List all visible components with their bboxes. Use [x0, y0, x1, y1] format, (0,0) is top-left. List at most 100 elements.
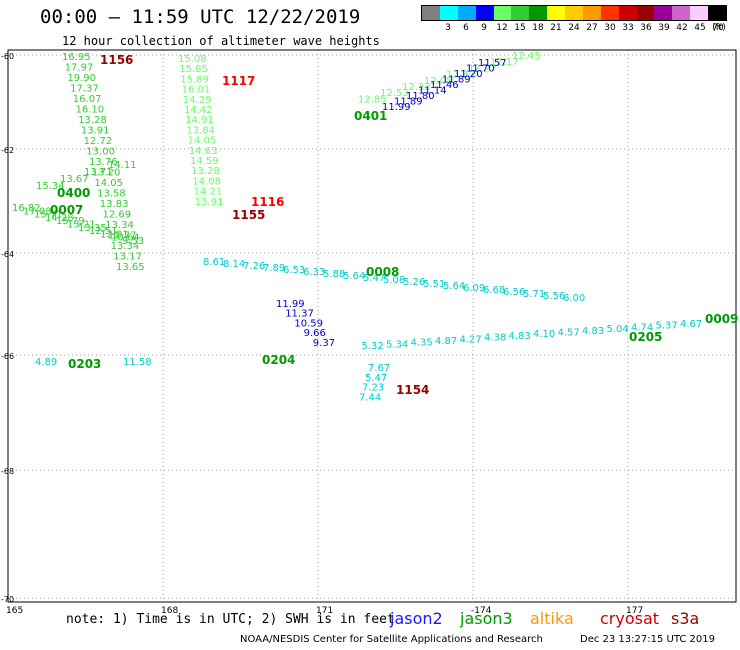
wave-height-value: 11.14: [418, 86, 447, 97]
wave-height-value: 16.07: [73, 94, 102, 105]
legend-swatch: [422, 6, 440, 20]
legend-tick: 24: [568, 23, 580, 33]
wave-height-value: 13.58: [97, 189, 126, 200]
legend-unit: (ft): [712, 23, 726, 33]
wave-height-value: 12.17: [490, 57, 519, 68]
wave-height-value: 6.56: [503, 287, 525, 298]
wave-height-value: 5.32: [362, 341, 384, 352]
note-text: note: 1) Time is in UTC; 2) SWH is in fe…: [66, 612, 395, 627]
wave-height-value: 8.61: [203, 257, 225, 268]
legend-swatch: [457, 6, 476, 20]
wave-height-value: 7.67: [368, 363, 390, 374]
wave-height-value: 9.37: [313, 338, 335, 349]
legend-tick: 42: [676, 23, 688, 33]
wave-height-value: 11.20: [454, 69, 483, 80]
lat-label: -64: [1, 250, 14, 259]
wave-height-value: 12.77: [108, 231, 137, 242]
wave-height-value: 6.09: [463, 283, 485, 294]
lon-label: 168: [161, 606, 178, 616]
wave-height-value: 4.67: [680, 319, 702, 330]
time-label: 0008: [366, 265, 399, 279]
legend-swatch: [529, 6, 548, 20]
wave-height-value: 6.53: [283, 265, 305, 276]
wave-height-value: 4.57: [558, 328, 580, 339]
wave-height-value: 13.71: [84, 167, 113, 178]
legend-swatch: [511, 6, 530, 20]
lon-label: 177: [626, 606, 643, 616]
wave-height-value: 17.08: [23, 206, 52, 217]
wave-height-value: 4.10: [533, 329, 555, 340]
wave-height-value: 13.67: [60, 174, 89, 185]
wave-height-value: 5.08: [383, 275, 405, 286]
legend-tick: 12: [496, 23, 508, 33]
legend-tick: 45: [694, 23, 706, 33]
wave-height-value: 10.64: [111, 233, 140, 244]
legend-swatch: [708, 6, 726, 20]
legend-jason2: jason2: [390, 609, 443, 628]
legend-tick: 70: [712, 23, 724, 33]
wave-height-value: 14.59: [190, 156, 219, 167]
wave-height-value: 13.28: [191, 166, 220, 177]
wave-height-value: 12.32: [446, 70, 475, 81]
wave-height-value: 11.89: [394, 97, 423, 108]
wave-height-value: 17.37: [70, 84, 99, 95]
wave-height-value: 16.82: [12, 203, 41, 214]
time-label: 0203: [68, 357, 101, 371]
wave-height-value: 14.91: [185, 115, 214, 126]
wave-height-value: 11.99: [276, 299, 305, 310]
wave-height-value: 12.45: [512, 51, 541, 62]
footer-credit: NOAA/NESDIS Center for Satellite Applica…: [240, 634, 543, 645]
wave-height-value: 15.89: [180, 74, 209, 85]
time-label: 1154: [396, 383, 429, 397]
wave-height-value: 6.68: [483, 285, 505, 296]
wave-height-value: 5.34: [386, 339, 408, 350]
wave-height-value: 4.87: [435, 336, 457, 347]
legend-ticks: 3 6 9 12 15 18 21 24 27 30 33 36 39 42 45 70 (ft): [421, 21, 727, 33]
legend-swatch: [672, 6, 691, 20]
wave-height-value: 19.90: [67, 73, 96, 84]
wave-height-value: 12.51: [89, 226, 118, 237]
wave-height-value: 6.00: [563, 293, 585, 304]
time-label: 1117: [222, 74, 255, 88]
wave-height-value: 5.64: [343, 271, 365, 282]
legend-swatch: [654, 6, 673, 20]
wave-height-value: 9.53: [122, 236, 144, 247]
wave-height-value: 12.32: [402, 82, 431, 93]
wave-height-value: 5.37: [656, 321, 678, 332]
wave-height-value: 11.46: [430, 80, 459, 91]
wave-height-value: 14.11: [108, 160, 137, 171]
time-label: 0009: [705, 312, 738, 326]
wave-height-value: 17.97: [65, 63, 94, 74]
wave-height-value: 4.74: [631, 322, 653, 333]
wave-height-value: 11.80: [406, 91, 435, 102]
wave-height-value: 13.17: [113, 252, 142, 263]
wave-height-value: 11.89: [442, 75, 471, 86]
time-label: 0400: [57, 186, 90, 200]
wave-height-value: 13.20: [92, 168, 121, 179]
time-label: 0205: [629, 330, 662, 344]
legend-swatch: [439, 6, 458, 20]
lat-label: -60: [1, 52, 14, 61]
legend-swatch: [493, 6, 512, 20]
wave-height-value: 4.83: [509, 331, 531, 342]
wave-height-value: 9.66: [304, 328, 326, 339]
map-title: 00:00 – 11:59 UTC 12/22/2019: [40, 6, 361, 28]
wave-height-value: 7.89: [263, 263, 285, 274]
wave-height-value: 15.79: [56, 216, 85, 227]
wave-height-value: 12.72: [84, 136, 113, 147]
wave-height-value: 11.58: [123, 357, 152, 368]
wave-height-value: 13.00: [86, 147, 115, 158]
legend-tick: 18: [532, 23, 544, 33]
footer-timestamp: Dec 23 13:27:15 UTC 2019: [580, 634, 715, 645]
wave-height-value: 5.56: [543, 291, 565, 302]
wave-height-value: 10.59: [294, 318, 323, 329]
lon-label: 171: [316, 606, 333, 616]
time-label: 1156: [100, 53, 133, 67]
legend-tick: 33: [622, 23, 634, 33]
wave-height-value: 14.21: [194, 187, 223, 198]
time-label: 0401: [354, 109, 387, 123]
wave-height-value: 4.83: [582, 326, 604, 337]
legend-tick: 27: [586, 23, 598, 33]
wave-height-value: 14.29: [183, 95, 212, 106]
wave-height-value: 5.47: [363, 273, 385, 284]
